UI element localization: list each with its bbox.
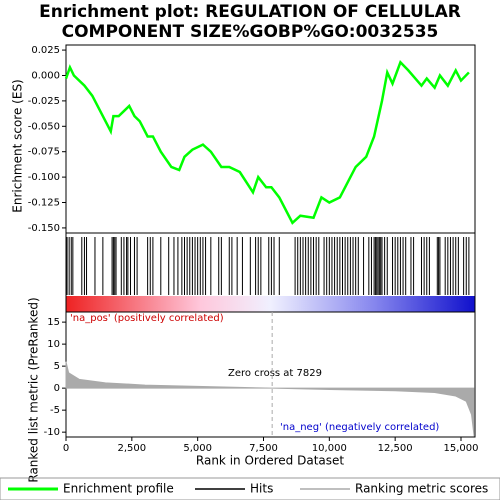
y2-tick-label: 0 (54, 383, 60, 394)
x-tick-label: 15,000 (443, 443, 478, 454)
x-tick-label: 2,500 (118, 443, 147, 454)
y2-tick-label: 5 (54, 361, 60, 372)
legend-label: Enrichment profile (63, 482, 174, 496)
annotation: Zero cross at 7829 (228, 368, 322, 379)
title: Enrichment plot: REGULATION OF CELLULAR (39, 2, 461, 22)
color-bar (66, 296, 475, 312)
metric-area (65, 361, 475, 437)
y-label: Enrichment score (ES) (11, 79, 25, 212)
y2-tick-label: 15 (47, 317, 60, 328)
legend-label: Hits (250, 482, 273, 496)
y-tick-label: -0.125 (28, 198, 60, 209)
legend-label: Ranking metric scores (355, 482, 488, 496)
x-tick-label: 12,500 (378, 443, 413, 454)
y-tick-label: -0.100 (28, 172, 60, 183)
annotation: 'na_pos' (positively correlated) (70, 313, 224, 324)
x-tick-label: 7,500 (249, 443, 278, 454)
frame (65, 44, 476, 438)
legend (0, 477, 500, 500)
y-tick-label: -0.050 (28, 121, 60, 132)
y2-tick-label: 10 (47, 339, 60, 350)
y-tick-label: -0.150 (28, 223, 60, 234)
es-line (64, 59, 470, 225)
y-tick-label: -0.075 (28, 147, 60, 158)
y-tick-label: 0.025 (31, 45, 60, 56)
y2-label: Ranked list metric (PreRanked) (27, 297, 41, 482)
x-tick-label: 0 (63, 443, 69, 454)
y-tick-label: -0.025 (28, 96, 60, 107)
x-tick-label: 5,000 (183, 443, 212, 454)
y2-tick-label: -5 (50, 405, 60, 416)
x-tick-label: 10,000 (312, 443, 347, 454)
x-label: Rank in Ordered Dataset (196, 454, 344, 468)
y2-tick-label: -10 (44, 427, 60, 438)
y-tick-label: 0.000 (31, 70, 60, 81)
annotation: 'na_neg' (negatively correlated) (280, 422, 439, 433)
title: COMPONENT SIZE%GOBP%GO:0032535 (62, 22, 439, 42)
